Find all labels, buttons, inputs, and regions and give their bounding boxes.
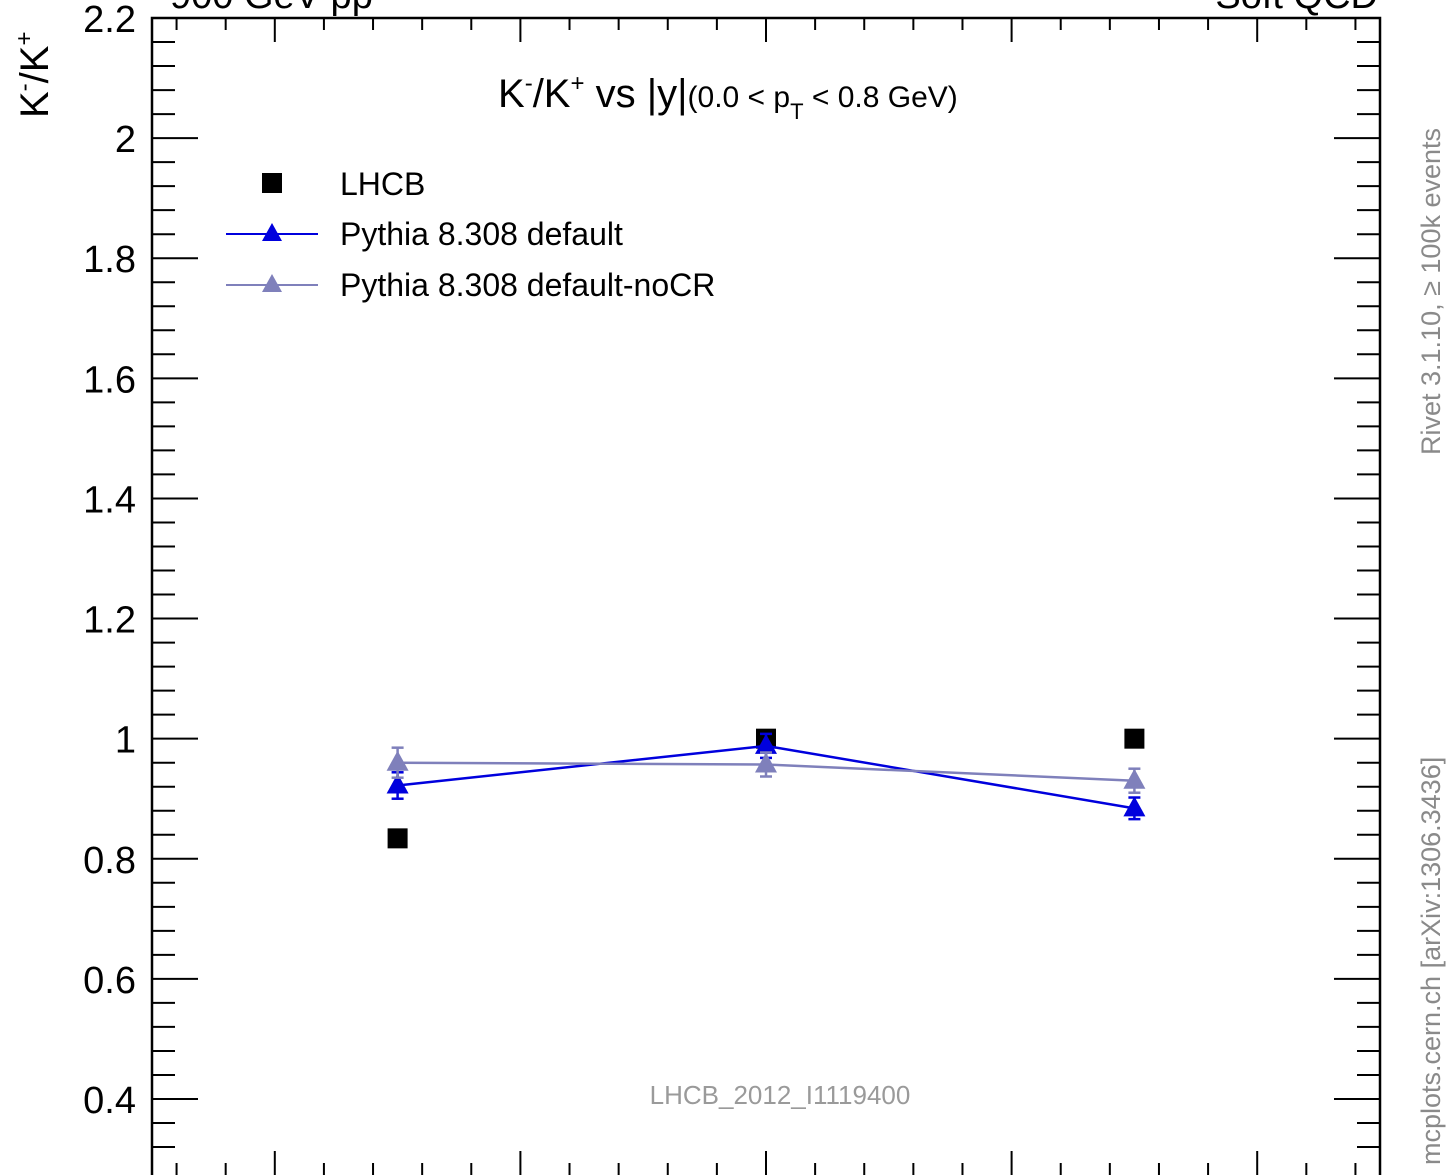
legend-marker-default: [262, 223, 282, 241]
analysis-id-watermark: LHCB_2012_I1119400: [650, 1080, 911, 1110]
y-axis-ticks: [152, 17, 1380, 1149]
data-point: [386, 773, 409, 794]
legend-marker-lhcb: [262, 173, 282, 193]
y-tick-label: 2.2: [83, 0, 136, 41]
y-tick-label: 1.2: [83, 600, 136, 642]
series-2: [386, 746, 1146, 794]
legend-label-nocr: Pythia 8.308 default-noCR: [340, 267, 715, 303]
data-point: [1123, 796, 1146, 817]
y-tick-label: 2: [115, 119, 136, 161]
legend-label-lhcb: LHCB: [340, 166, 425, 202]
x-axis-ticks: [175, 18, 1357, 1175]
y-axis-label: K-/K+: [11, 32, 57, 119]
data-point: [1123, 768, 1146, 789]
side-text-rivet: Rivet 3.1.10, ≥ 100k events: [1416, 128, 1446, 455]
y-tick-label: 0.4: [83, 1080, 136, 1122]
data-point: [1124, 728, 1145, 749]
chart-title: K-/K+ vs |y|(0.0 < pT < 0.8 GeV): [498, 70, 958, 124]
data-point: [755, 733, 777, 754]
y-tick-label: 1.4: [83, 479, 136, 521]
plot-frame: [150, 16, 1382, 1175]
data-point: [755, 752, 777, 773]
data-point: [386, 750, 409, 771]
y-tick-label: 1.6: [83, 359, 136, 401]
y-axis-tick-labels: 0.4 0.6 0.8 1 1.2 1.4 1.6 1.8 2 2.2: [83, 0, 136, 1122]
data-point: [387, 828, 408, 849]
series-1: [386, 732, 1146, 821]
y-tick-label: 0.6: [83, 960, 136, 1002]
y-tick-label: 0.8: [83, 840, 136, 882]
legend-label-default: Pythia 8.308 default: [340, 216, 623, 252]
side-text-mcplots: mcplots.cern.ch [arXiv:1306.3436]: [1416, 757, 1446, 1165]
legend: LHCB Pythia 8.308 default Pythia 8.308 d…: [226, 166, 715, 303]
series-layer: [386, 728, 1146, 849]
legend-marker-nocr: [262, 274, 282, 292]
y-tick-label: 1: [115, 720, 136, 762]
header-left: 900 GeV pp: [170, 0, 373, 17]
y-tick-label: 1.8: [83, 239, 136, 281]
header-right: Soft QCD: [1215, 0, 1378, 17]
